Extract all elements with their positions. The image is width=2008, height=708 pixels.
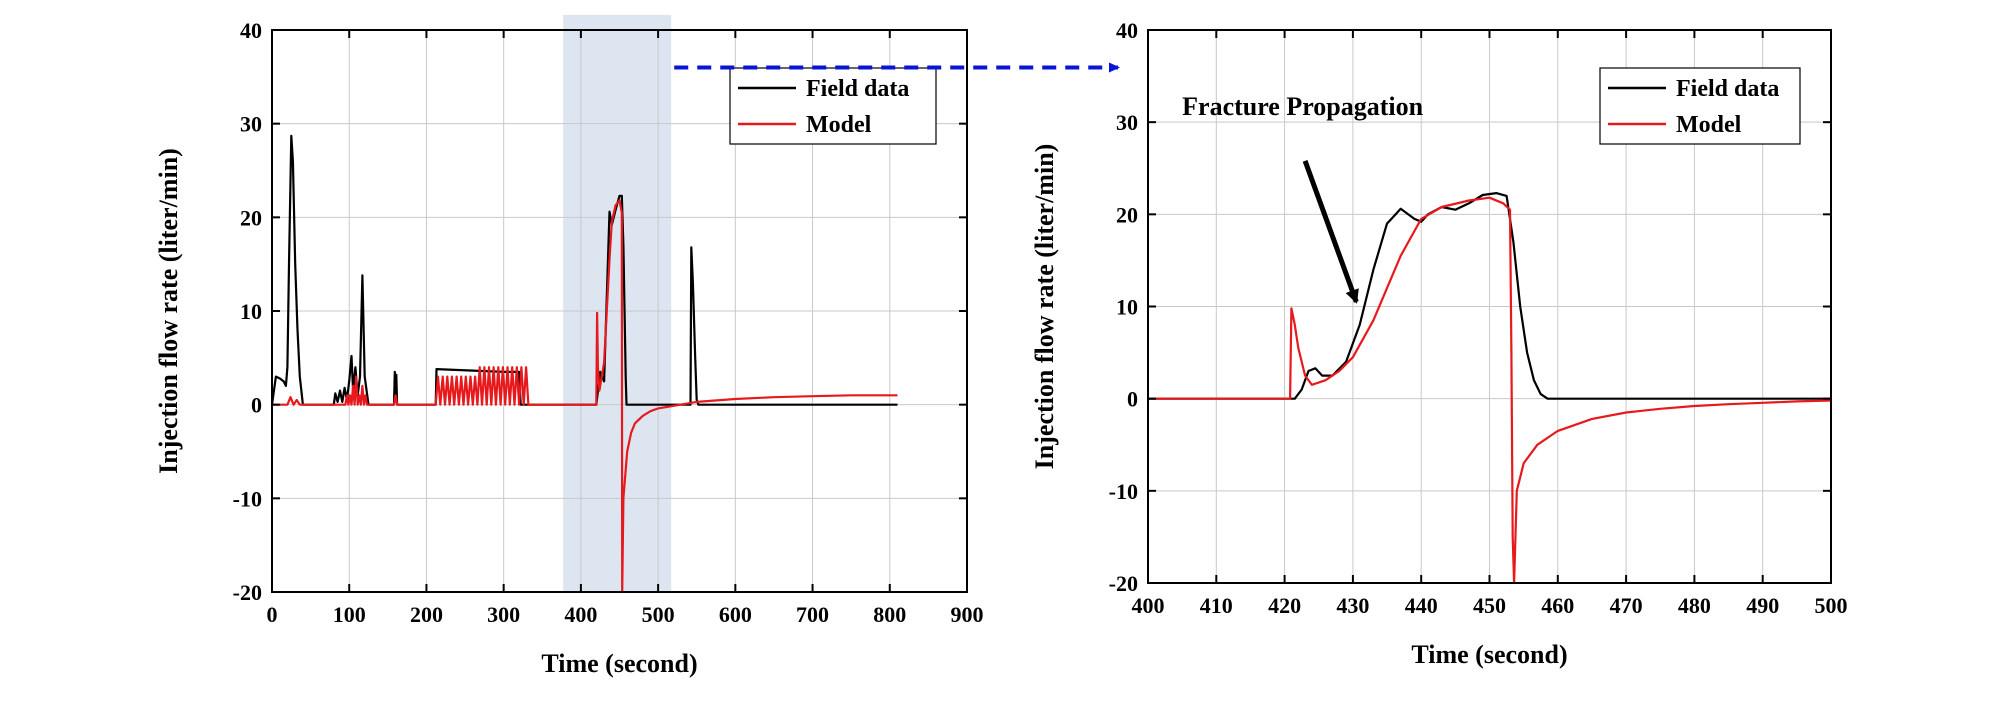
left-x-tick-label: 500 (642, 602, 675, 627)
right-y-axis-title: Injection flow rate (liter/min) (1030, 144, 1059, 470)
zoom-region-highlight (563, 15, 672, 592)
chart-right: 400 410 420 430 440 450 460 470 480 490 500 -20 -10 0… (1030, 18, 1848, 669)
left-x-tick-label: 600 (719, 602, 752, 627)
left-x-tick-label: 700 (796, 602, 829, 627)
right-x-tick-label: 450 (1473, 593, 1506, 618)
left-y-axis-title: Injection flow rate (liter/min) (154, 148, 183, 474)
right-x-tick-label: 410 (1200, 593, 1233, 618)
left-y-tick-label: 30 (240, 112, 262, 137)
right-y-tick-label: 10 (1116, 295, 1138, 320)
right-legend-label-model: Model (1676, 112, 1742, 138)
left-y-tick-label: -20 (233, 580, 262, 605)
right-y-tick-label: 40 (1116, 18, 1138, 43)
left-x-tick-label: 0 (267, 602, 278, 627)
right-x-tick-label: 460 (1541, 593, 1574, 618)
left-y-tick-label: -10 (233, 486, 262, 511)
left-legend-label-field-data: Field data (806, 76, 909, 102)
right-series-model-line (1148, 196, 1832, 585)
right-legend-label-field-data: Field data (1676, 76, 1779, 102)
right-y-tick-label: -20 (1109, 571, 1138, 596)
left-y-tick-label: 10 (240, 299, 262, 324)
right-x-tick-label: 500 (1815, 593, 1848, 618)
right-legend-box (1599, 67, 1801, 145)
fracture-propagation-annotation: Fracture Propagation (1182, 92, 1423, 121)
left-legend: Field data Model (729, 67, 937, 145)
right-x-tick-label: 440 (1405, 593, 1438, 618)
left-legend-box (729, 67, 937, 145)
right-x-tick-label: 400 (1132, 593, 1165, 618)
right-y-tick-label: 30 (1116, 110, 1138, 135)
left-legend-label-model: Model (806, 112, 872, 138)
left-x-tick-label: 300 (487, 602, 520, 627)
left-y-tick-label: 20 (240, 205, 262, 230)
right-y-tick-label: -10 (1109, 479, 1138, 504)
left-x-tick-label: 900 (951, 602, 984, 627)
chart-left: 0 100 200 300 400 500 600 700 800 900 -20 -10 0 10 20 3… (154, 15, 984, 678)
left-series-lines (270, 134, 898, 594)
left-ticks: 0 100 200 300 400 500 600 700 800 900 -20 -10 0 10 20 3… (233, 18, 984, 627)
left-x-tick-label: 100 (333, 602, 366, 627)
right-x-tick-label: 420 (1268, 593, 1301, 618)
right-x-axis-title: Time (second) (1411, 640, 1567, 669)
right-x-tick-label: 430 (1336, 593, 1369, 618)
right-legend: Field data Model (1599, 67, 1801, 145)
right-x-tick-label: 470 (1610, 593, 1643, 618)
right-y-tick-label: 20 (1116, 202, 1138, 227)
left-y-tick-label: 0 (251, 393, 262, 418)
right-ticks: 400 410 420 430 440 450 460 470 480 490 500 -20 -10 0… (1109, 18, 1848, 618)
left-x-tick-label: 400 (564, 602, 597, 627)
right-y-tick-label: 0 (1127, 387, 1138, 412)
right-x-tick-label: 480 (1678, 593, 1711, 618)
left-x-tick-label: 800 (873, 602, 906, 627)
left-x-axis-title: Time (second) (541, 649, 697, 678)
left-y-tick-label: 40 (240, 18, 262, 43)
right-x-tick-label: 490 (1746, 593, 1779, 618)
left-x-tick-label: 200 (410, 602, 443, 627)
fracture-propagation-arrow (1302, 160, 1359, 304)
left-series-field-data-line (270, 134, 898, 406)
right-series-lines (1148, 192, 1832, 585)
left-series-model-line (272, 199, 898, 594)
